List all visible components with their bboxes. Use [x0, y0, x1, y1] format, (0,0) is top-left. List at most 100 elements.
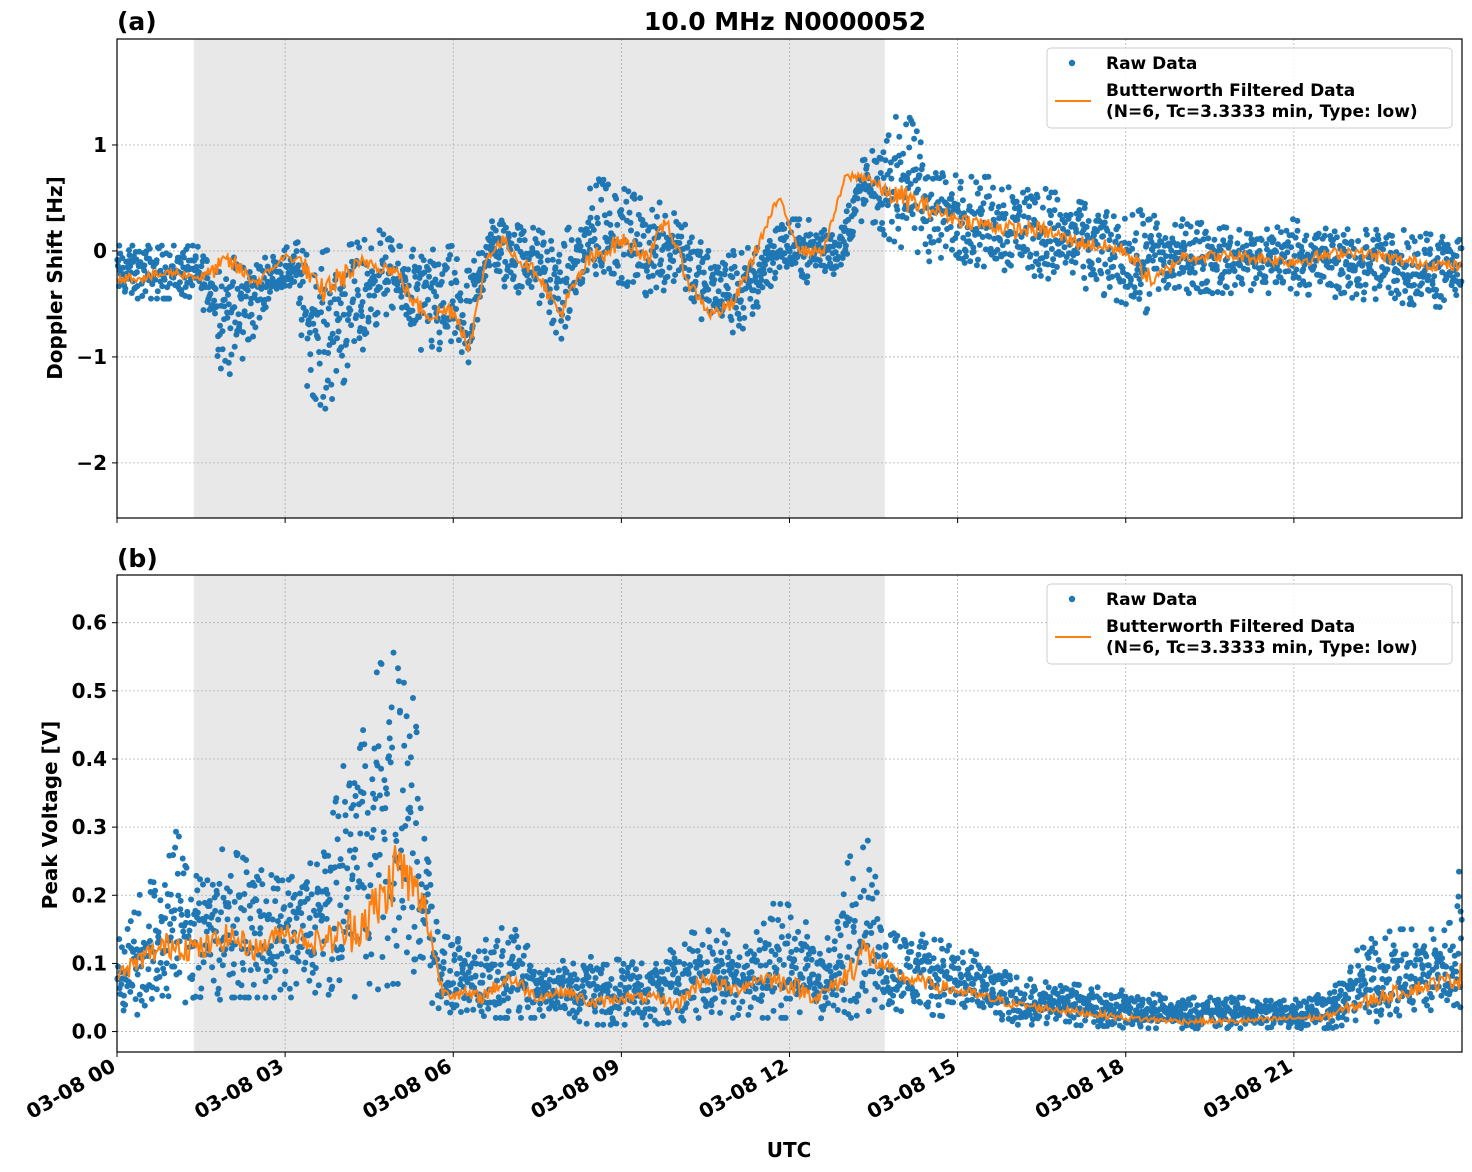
raw-data-point: [1051, 225, 1058, 232]
raw-data-point: [159, 992, 166, 999]
raw-data-point: [1427, 246, 1434, 253]
raw-data-point: [954, 955, 961, 962]
raw-data-point: [513, 933, 520, 939]
raw-data-point: [122, 1001, 129, 1008]
raw-data-point: [1107, 1002, 1114, 1009]
raw-data-point: [681, 941, 688, 948]
raw-data-point: [795, 928, 802, 935]
raw-data-point: [604, 988, 611, 995]
raw-data-point: [686, 267, 693, 273]
raw-data-point: [935, 976, 942, 983]
raw-data-point: [172, 844, 179, 851]
raw-data-point: [471, 257, 478, 264]
raw-data-point: [797, 241, 804, 247]
raw-data-point: [447, 1009, 454, 1016]
raw-data-point: [623, 1011, 630, 1017]
raw-data-point: [1035, 261, 1042, 268]
raw-data-point: [1283, 227, 1290, 234]
raw-data-point: [287, 902, 294, 909]
raw-data-point: [660, 1020, 667, 1027]
raw-data-point: [272, 898, 279, 905]
raw-data-point: [489, 218, 495, 225]
raw-data-point: [171, 907, 178, 914]
raw-data-point: [881, 952, 888, 959]
raw-data-point: [836, 970, 843, 977]
raw-data-point: [457, 955, 463, 962]
raw-data-point: [350, 802, 357, 808]
raw-data-point: [846, 943, 853, 950]
raw-data-point: [592, 1008, 599, 1015]
raw-data-point: [631, 195, 638, 202]
raw-data-point: [751, 951, 758, 958]
raw-data-point: [735, 962, 742, 969]
raw-data-point: [414, 795, 421, 802]
raw-data-point: [1436, 304, 1443, 311]
raw-data-point: [384, 935, 391, 942]
raw-data-point: [165, 993, 172, 1000]
raw-data-point: [192, 993, 199, 1000]
raw-data-point: [887, 159, 894, 166]
raw-data-point: [1439, 233, 1446, 240]
raw-data-point: [417, 805, 424, 812]
raw-data-point: [594, 220, 601, 227]
raw-data-point: [236, 892, 243, 899]
raw-data-point: [410, 968, 417, 975]
raw-data-point: [1036, 1013, 1043, 1020]
raw-data-point: [410, 246, 417, 253]
raw-data-point: [1072, 259, 1079, 266]
raw-data-point: [122, 285, 129, 292]
raw-data-point: [517, 224, 524, 230]
raw-data-point: [857, 894, 864, 901]
raw-data-point: [748, 277, 755, 284]
raw-data-point: [393, 942, 400, 949]
raw-data-point: [423, 282, 430, 289]
raw-data-point: [1303, 232, 1310, 239]
raw-data-point: [918, 225, 925, 232]
raw-data-point: [368, 834, 375, 841]
raw-data-point: [414, 858, 421, 865]
raw-data-point: [432, 276, 439, 283]
raw-data-point: [791, 935, 798, 942]
raw-data-point: [540, 239, 547, 246]
raw-data-point: [206, 903, 213, 909]
raw-data-point: [911, 225, 918, 232]
raw-data-point: [724, 285, 731, 292]
raw-data-point: [983, 981, 990, 988]
raw-data-point: [879, 1004, 886, 1011]
raw-data-point: [636, 973, 643, 980]
raw-data-point: [829, 232, 836, 238]
raw-data-point: [684, 244, 691, 251]
raw-data-point: [1179, 216, 1186, 223]
raw-data-point: [451, 957, 458, 964]
raw-data-point: [479, 249, 486, 256]
raw-data-point: [665, 1019, 672, 1026]
raw-data-point: [176, 254, 183, 261]
raw-data-point: [963, 253, 969, 260]
raw-data-point: [958, 974, 965, 981]
raw-data-point: [236, 321, 243, 327]
raw-data-point: [1304, 1021, 1311, 1028]
raw-data-point: [1207, 994, 1214, 1001]
raw-data-point: [664, 273, 671, 280]
raw-data-point: [1243, 242, 1250, 249]
raw-data-point: [1335, 284, 1342, 291]
raw-data-point: [380, 829, 387, 836]
raw-data-point: [642, 1021, 649, 1028]
raw-data-point: [808, 956, 815, 963]
raw-data-point: [156, 974, 163, 980]
raw-data-point: [957, 185, 964, 192]
raw-data-point: [197, 876, 203, 883]
raw-data-point: [241, 907, 247, 914]
raw-data-point: [638, 982, 645, 989]
raw-data-point: [1034, 194, 1041, 201]
raw-data-point: [271, 961, 278, 968]
raw-data-point: [1287, 285, 1294, 292]
raw-data-point: [450, 980, 457, 987]
raw-data-point: [556, 967, 562, 974]
raw-data-point: [895, 225, 902, 232]
raw-data-point: [375, 986, 381, 993]
raw-data-point: [364, 809, 371, 816]
raw-data-point: [911, 135, 918, 142]
raw-data-point: [1101, 291, 1108, 297]
raw-data-point: [329, 396, 336, 402]
